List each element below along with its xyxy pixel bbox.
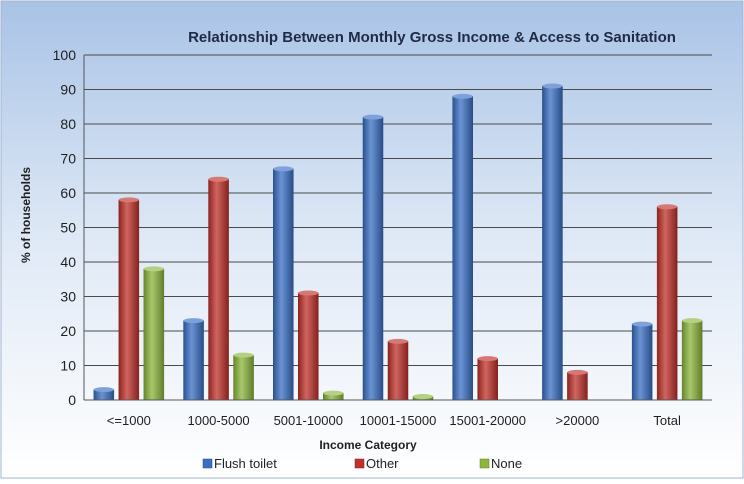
y-tick-label: 70: [60, 151, 76, 167]
y-axis-ticks: 0 10 20 30 40 50 60 70 80 90 100: [53, 47, 77, 408]
bar-other: [298, 292, 319, 401]
x-tick-label: >20000: [556, 413, 600, 428]
bar-flush-toilet: [273, 168, 294, 401]
bar-flush-toilet: [452, 96, 473, 401]
y-tick-label: 30: [60, 289, 76, 305]
bar-cap: [363, 114, 383, 120]
legend-swatch: [354, 458, 365, 469]
bar-flush-toilet: [183, 320, 204, 401]
y-tick-label: 40: [60, 254, 76, 270]
x-tick-label: <=1000: [107, 413, 151, 428]
bar-cap: [632, 321, 653, 327]
y-tick-label: 90: [60, 82, 76, 98]
bar-none: [681, 320, 703, 401]
chart-title: Relationship Between Monthly Gross Incom…: [188, 29, 676, 46]
bar-none: [143, 268, 165, 401]
x-tick-label: Total: [653, 413, 681, 428]
bar-cap: [143, 266, 164, 272]
legend-label: None: [491, 456, 522, 471]
x-tick-label: 10001-15000: [360, 413, 437, 428]
bar-cap: [93, 387, 114, 393]
x-axis-ticks: <=1000 1000-5000 5001-10000 10001-15000 1500…: [107, 413, 681, 428]
x-tick-label: 15001-20000: [449, 413, 526, 428]
legend: Flush toilet Other None: [202, 456, 522, 471]
bar-cap: [273, 166, 294, 172]
bar-cap: [477, 356, 498, 362]
bar-other: [387, 341, 409, 401]
y-tick-label: 20: [60, 323, 76, 339]
bar-cap: [657, 204, 678, 210]
bar-cap: [323, 390, 344, 396]
y-axis-label: % of households: [19, 167, 33, 263]
bar-cap: [388, 338, 408, 344]
y-tick-label: 50: [60, 220, 76, 236]
bar-cap: [682, 318, 703, 324]
y-tick-label: 80: [60, 116, 76, 132]
bar-other: [118, 199, 140, 401]
bar-cap: [452, 93, 473, 99]
bar-cap: [233, 352, 254, 358]
x-axis-label: Income Category: [319, 438, 417, 452]
legend-swatch: [202, 458, 213, 469]
y-tick-label: 100: [53, 47, 77, 63]
bar-cap: [298, 290, 319, 296]
bar-cap: [542, 83, 563, 89]
bar-cap: [118, 197, 139, 203]
bar-flush-toilet: [631, 323, 653, 401]
bar-cap: [183, 318, 204, 324]
bar-cap: [413, 394, 433, 400]
bar-flush-toilet: [542, 85, 563, 401]
bar-none: [233, 354, 254, 401]
y-tick-label: 60: [60, 185, 76, 201]
legend-label: Other: [366, 456, 399, 471]
y-tick-label: 10: [60, 358, 76, 374]
legend-label: Flush toilet: [214, 456, 277, 471]
bar-cap: [208, 176, 229, 182]
bar-other: [567, 372, 588, 401]
legend-swatch: [479, 458, 490, 469]
x-tick-label: 1000-5000: [187, 413, 249, 428]
x-tick-label: 5001-10000: [274, 413, 343, 428]
bar-other: [656, 206, 678, 401]
bar-cap: [567, 369, 588, 375]
bar-other: [477, 358, 498, 401]
bar-other: [208, 178, 229, 401]
bar-flush-toilet: [362, 116, 384, 401]
y-tick-label: 0: [68, 392, 76, 408]
